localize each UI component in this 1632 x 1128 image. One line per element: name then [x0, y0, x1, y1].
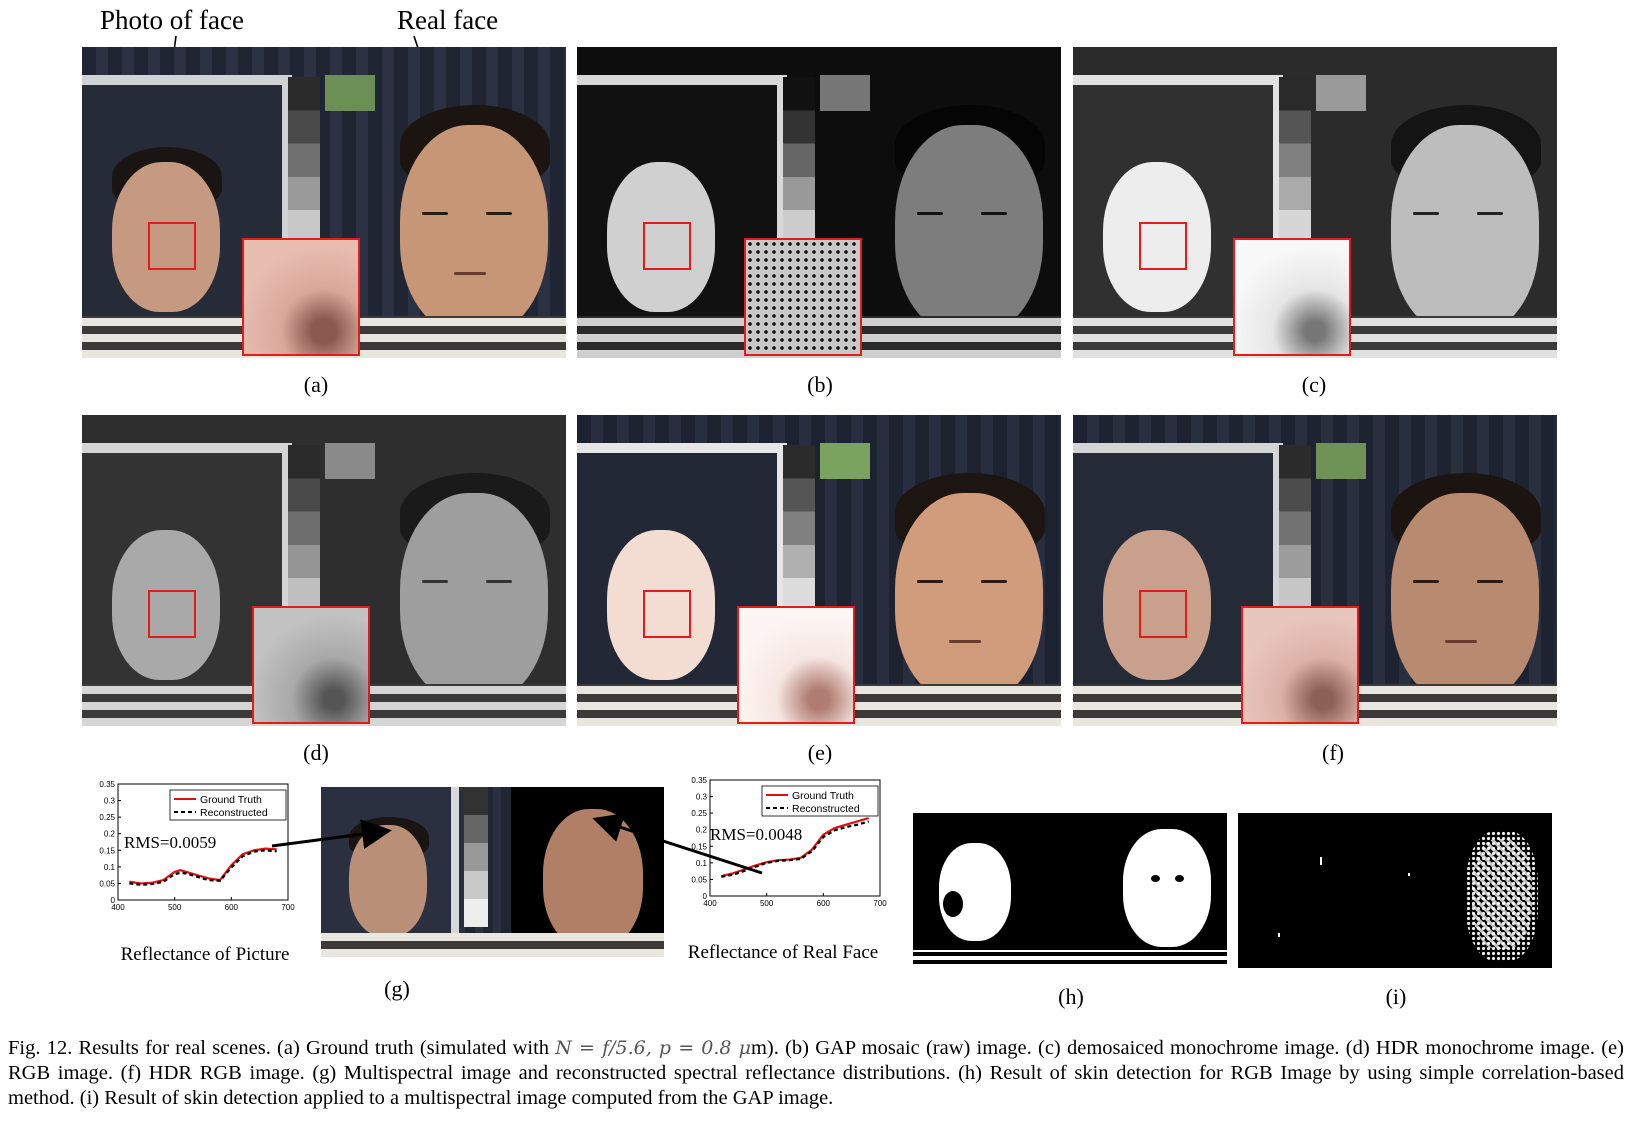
y-tick-label: 0.1 — [104, 863, 116, 872]
annotation-photo-of-face: Photo of face — [100, 5, 244, 35]
panel-d-hdr-mono — [82, 415, 566, 726]
x-tick-label: 700 — [281, 903, 295, 912]
zoom-inset-b — [744, 238, 862, 356]
y-tick-label: 0.3 — [696, 793, 708, 802]
zoom-inset-d — [252, 606, 370, 724]
y-tick-label: 0.35 — [99, 780, 115, 789]
y-tick-label: 0.05 — [691, 875, 707, 884]
annotation-real-face: Real face — [397, 5, 499, 35]
zoom-inset-e — [737, 606, 855, 724]
caption-lead: Fig. 12. Results for real scenes. (a) Gr… — [8, 1037, 556, 1059]
x-tick-label: 400 — [111, 903, 125, 912]
caption-math: N = f/5.6, p = 0.8 μ — [555, 1037, 751, 1059]
x-tick-label: 500 — [168, 903, 182, 912]
zoom-inset-a — [242, 238, 360, 356]
rms-label: RMS=0.0059 — [124, 833, 216, 852]
panel-c-demosaiced-mono — [1073, 47, 1557, 358]
y-tick-label: 0.15 — [99, 846, 115, 855]
y-tick-label: 0.2 — [104, 830, 116, 839]
panel-a-ground-truth — [82, 47, 566, 358]
figure-caption: Fig. 12. Results for real scenes. (a) Gr… — [8, 1036, 1624, 1111]
x-tick-label: 400 — [703, 899, 717, 908]
y-tick-label: 0.1 — [696, 859, 708, 868]
panel-e-rgb — [577, 415, 1061, 726]
legend-label: Reconstructed — [792, 803, 860, 815]
y-tick-label: 0.25 — [99, 813, 115, 822]
y-tick-label: 0.25 — [691, 809, 707, 818]
chart-title-real-face: Reflectance of Real Face — [687, 942, 879, 963]
panel-i-skin-detection-multispectral — [1238, 813, 1552, 968]
panel-label-f: (f) — [1322, 740, 1344, 765]
series-line-reconstructed — [721, 820, 869, 878]
panel-label-d: (d) — [303, 740, 329, 765]
arrow-real-face — [592, 813, 763, 875]
panel-label-b: (b) — [807, 372, 833, 397]
y-tick-label: 0.2 — [696, 826, 708, 835]
series-line-ground-truth — [129, 847, 277, 885]
panel-label-a: (a) — [303, 372, 329, 397]
panel-h-skin-detection-rgb — [913, 813, 1227, 968]
legend-label: Ground Truth — [792, 790, 854, 802]
legend-box — [761, 785, 879, 817]
x-tick-label: 500 — [760, 899, 774, 908]
panel-label-g: (g) — [384, 976, 410, 1001]
rms-label: RMS=0.0048 — [710, 825, 802, 844]
panel-f-hdr-rgb — [1073, 415, 1557, 726]
panel-label-c: (c) — [1301, 372, 1327, 397]
y-tick-label: 0.15 — [691, 842, 707, 851]
chart-reflectance-picture: 0 0.05 0.1 0.15 0.2 0.25 0.3 0.35 400 500 600 700 Gr… — [99, 780, 295, 912]
y-tick-label: 0.35 — [691, 776, 707, 785]
panel-label-h: (h) — [1058, 984, 1084, 1009]
panel-b-gap-mosaic — [577, 47, 1061, 358]
zoom-inset-c — [1233, 238, 1351, 356]
series-line-reconstructed — [129, 849, 277, 886]
x-tick-label: 700 — [873, 899, 887, 908]
y-tick-label: 0 — [111, 896, 116, 905]
zoom-inset-f — [1241, 606, 1359, 724]
legend-label: Reconstructed — [200, 807, 268, 819]
chart-title-picture: Reflectance of Picture — [120, 944, 290, 965]
legend-label: Ground Truth — [200, 794, 262, 806]
caption-rest: m). (b) GAP mosaic (raw) image. (c) demo… — [8, 1037, 1624, 1109]
panel-label-e: (e) — [807, 740, 833, 765]
legend-box — [169, 789, 287, 821]
panel-label-i: (i) — [1385, 984, 1407, 1009]
arrow-overlay — [271, 813, 763, 875]
x-tick-label: 600 — [817, 899, 831, 908]
x-tick-label: 600 — [225, 903, 239, 912]
arrow-picture — [271, 819, 392, 850]
y-tick-label: 0.3 — [104, 797, 116, 806]
y-tick-label: 0.05 — [99, 879, 115, 888]
y-tick-label: 0 — [703, 892, 708, 901]
